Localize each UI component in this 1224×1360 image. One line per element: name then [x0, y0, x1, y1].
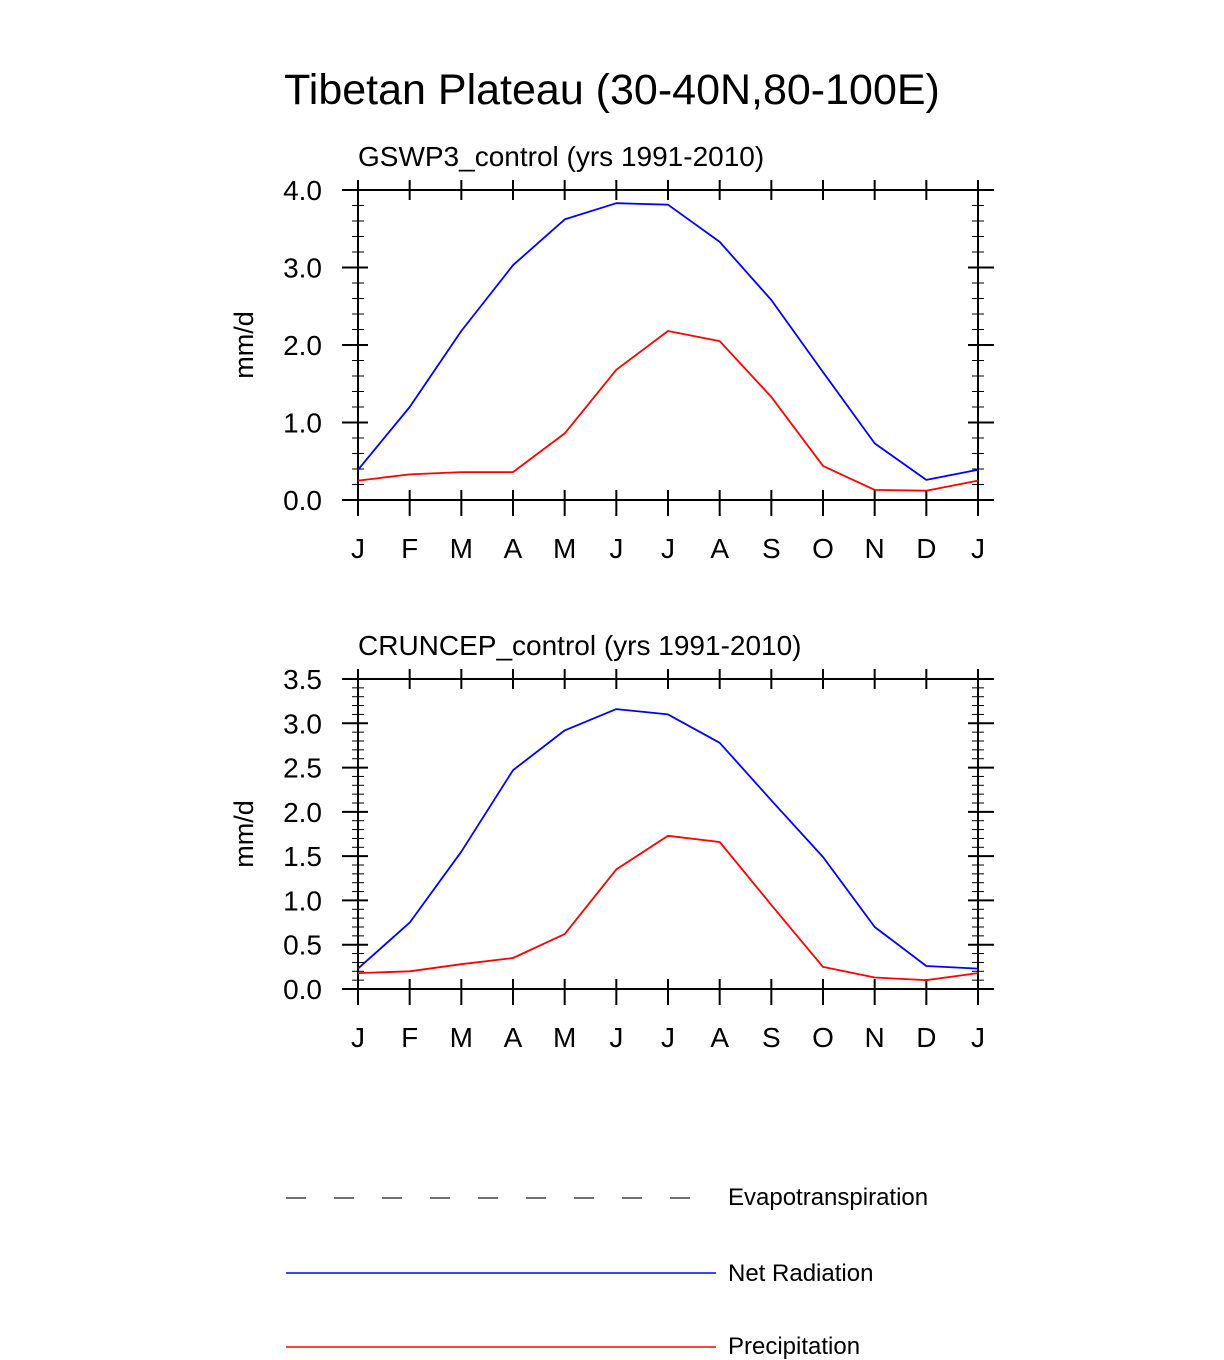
x-tick-label: J: [661, 1022, 675, 1053]
x-tick-label: D: [916, 1022, 936, 1053]
y-tick-label: 4.0: [283, 175, 322, 206]
y-tick-label: 2.5: [283, 753, 322, 784]
y-axis-label-cruncep: mm/d: [229, 800, 259, 868]
y-axis-label-gswp3: mm/d: [229, 311, 259, 379]
x-tick-label: M: [450, 533, 473, 564]
series-line-net-radiation: [357, 202, 979, 481]
x-tick-label: O: [812, 533, 834, 564]
x-tick-label: N: [865, 533, 885, 564]
y-tick-label: 1.0: [283, 885, 322, 916]
x-tick-label: M: [450, 1022, 473, 1053]
y-tick-label: 0.5: [283, 930, 322, 961]
legend: Evapotranspiration Net Radiation Precipi…: [286, 1184, 928, 1360]
x-tick-label: J: [661, 533, 675, 564]
x-tick-label: F: [401, 533, 418, 564]
y-tick-label: 0.0: [283, 974, 322, 1005]
y-tick-label: 0.0: [283, 485, 322, 516]
chart-panel-cruncep: CRUNCEP_control (yrs 1991-2010) mm/d J F M…: [229, 630, 994, 1053]
y-tick-label: 3.5: [283, 664, 322, 695]
x-tick-label: J: [609, 1022, 623, 1053]
x-tick-label: O: [812, 1022, 834, 1053]
x-tick-label: D: [916, 533, 936, 564]
panel-title-cruncep: CRUNCEP_control (yrs 1991-2010): [358, 630, 802, 661]
y-tick-label: 1.5: [283, 841, 322, 872]
x-tick-label: A: [710, 533, 729, 564]
x-tick-label: A: [504, 533, 523, 564]
series-line-precipitation: [357, 330, 979, 492]
figure-title: Tibetan Plateau (30-40N,80-100E): [284, 66, 940, 114]
y-tick-label: 2.0: [283, 797, 322, 828]
x-tick-label: F: [401, 1022, 418, 1053]
x-tick-label: J: [971, 1022, 985, 1053]
x-tick-label: S: [762, 533, 781, 564]
y-tick-label: 3.0: [283, 253, 322, 284]
series-line-net-radiation: [357, 708, 979, 970]
y-tick-label: 3.0: [283, 708, 322, 739]
legend-label-net-radiation: Net Radiation: [728, 1260, 873, 1287]
x-tick-label: A: [504, 1022, 523, 1053]
y-tick-label: 1.0: [283, 408, 322, 439]
x-tick-label: M: [553, 533, 576, 564]
legend-label-evapotranspiration: Evapotranspiration: [728, 1184, 928, 1211]
x-tick-label: N: [865, 1022, 885, 1053]
x-tick-label: A: [710, 1022, 729, 1053]
x-tick-label: S: [762, 1022, 781, 1053]
x-tick-label: M: [553, 1022, 576, 1053]
series-line-precipitation: [357, 834, 979, 981]
plot-frame: [357, 678, 979, 990]
x-tick-label: J: [351, 1022, 365, 1053]
y-tick-label: 2.0: [283, 330, 322, 361]
legend-label-precipitation: Precipitation: [728, 1333, 860, 1360]
x-tick-label: J: [971, 533, 985, 564]
x-tick-label: J: [351, 533, 365, 564]
panel-title-gswp3: GSWP3_control (yrs 1991-2010): [358, 141, 764, 172]
x-tick-label: J: [609, 533, 623, 564]
